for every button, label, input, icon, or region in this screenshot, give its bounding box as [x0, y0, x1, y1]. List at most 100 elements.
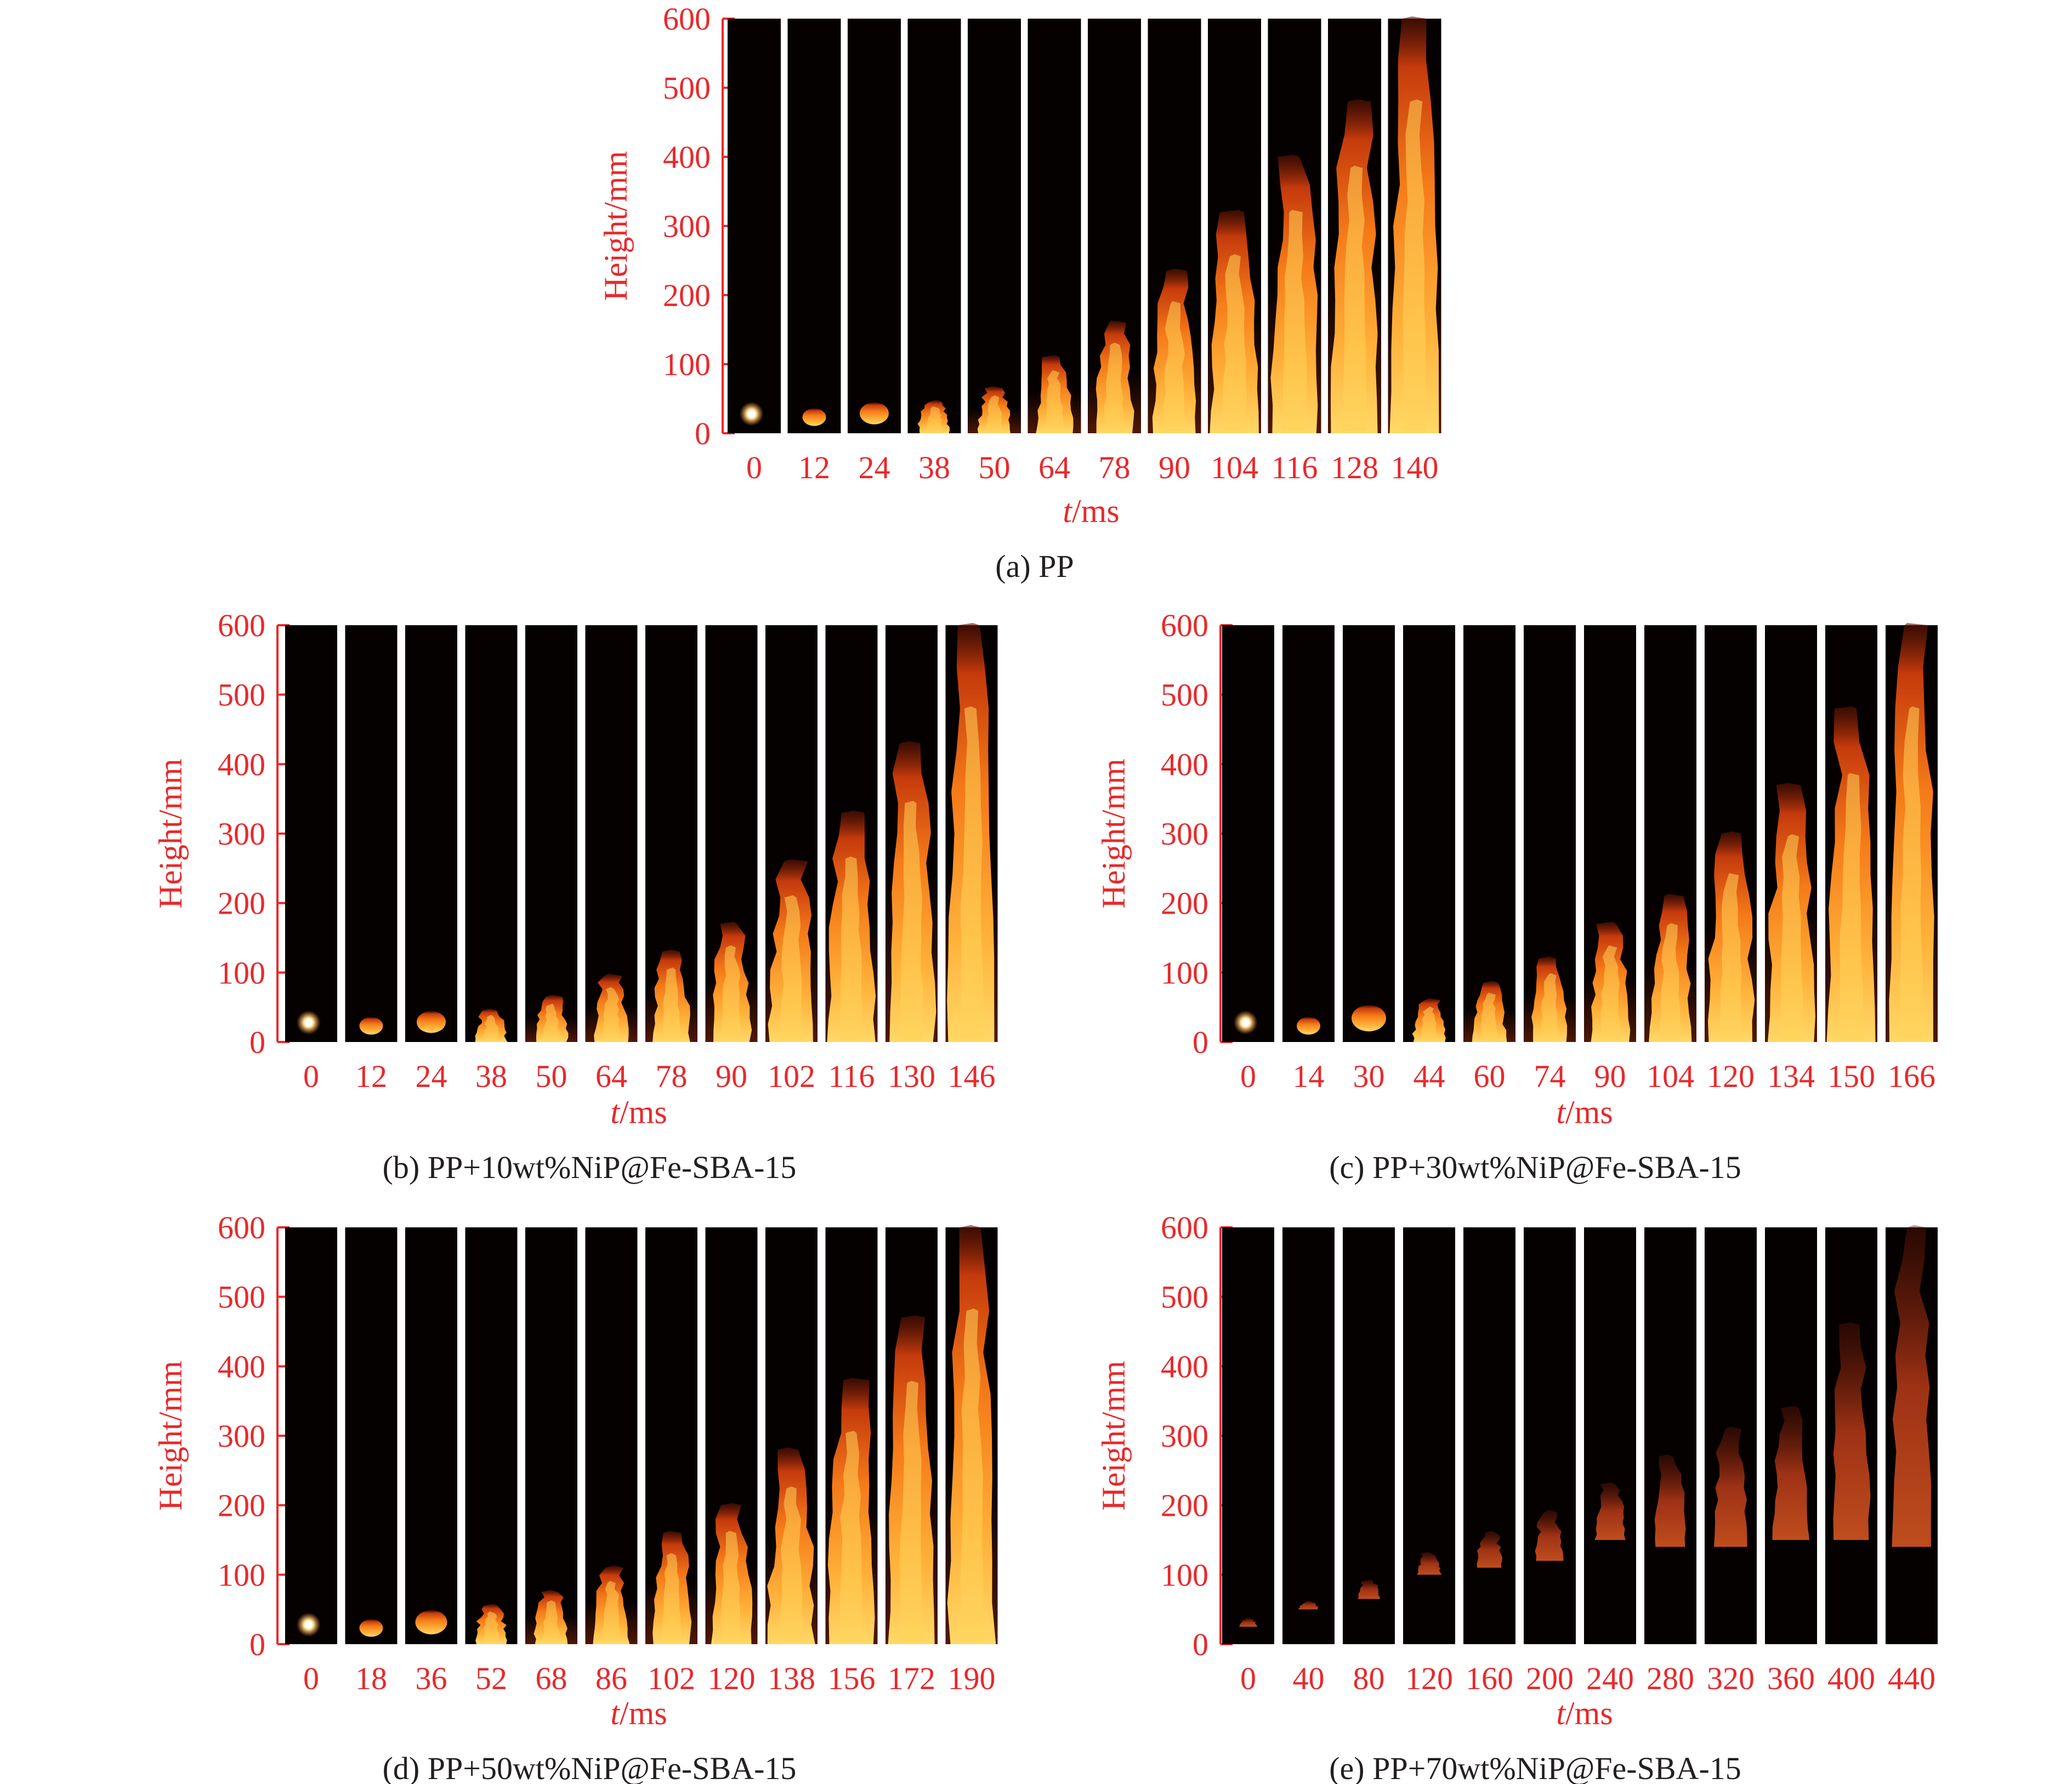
flame-core — [1540, 973, 1559, 1040]
y-tick-label: 0 — [695, 416, 711, 451]
x-tick-label: 24 — [859, 450, 890, 485]
y-tick-label: 400 — [1161, 1349, 1208, 1384]
flame — [860, 402, 889, 424]
flame-frame — [1403, 1227, 1455, 1644]
x-tick-label: 134 — [1767, 1058, 1815, 1094]
x-tick-label: 78 — [1099, 450, 1131, 485]
y-tick-label: 200 — [1161, 886, 1208, 921]
flame-frame — [885, 1227, 938, 1644]
flame-core — [663, 967, 681, 1040]
flame-core — [662, 1553, 682, 1642]
x-tick-label: 86 — [595, 1661, 627, 1696]
panel-a-x-ticks: 0 12 24 38 50 64 78 90 104 116 128 140 — [746, 450, 1439, 485]
flame-frame — [765, 1227, 818, 1644]
flame-frame — [705, 625, 758, 1042]
flame — [1892, 1225, 1932, 1547]
flame-core — [839, 1430, 864, 1642]
x-tick-label: 40 — [1293, 1661, 1325, 1696]
y-tick-label: 200 — [1161, 1488, 1208, 1524]
flame-core — [483, 1015, 499, 1040]
y-tick-label: 300 — [218, 816, 265, 852]
panel-b-y-axis: 0 100 200 300 400 500 600 Height/mm — [152, 608, 289, 1060]
flame — [415, 1610, 447, 1635]
panel-c-x-label: t/ms — [1556, 1094, 1613, 1130]
y-tick-label: 200 — [663, 277, 711, 313]
x-tick-label: 24 — [416, 1058, 447, 1094]
x-tick-label: 12 — [798, 450, 830, 485]
flame — [1713, 1426, 1747, 1547]
flame-frame — [1268, 19, 1321, 433]
panel-a-caption: (a) PP — [995, 548, 1074, 584]
flame-core — [899, 1380, 923, 1642]
flame-frame — [1886, 1225, 1938, 1644]
frame-background — [345, 625, 398, 1042]
y-tick-label: 0 — [249, 1627, 265, 1662]
x-tick-label: 0 — [746, 450, 762, 485]
x-tick-label: 18 — [355, 1661, 387, 1696]
flame-core — [1421, 1006, 1438, 1040]
frame-background — [405, 625, 457, 1042]
panel-e: 0 100 200 300 400 500 600 Height/mm 0 40 80 120 160… — [1095, 1210, 1938, 1784]
flame-frame — [345, 625, 398, 1042]
x-tick-label: 150 — [1827, 1058, 1875, 1094]
flame — [1239, 1617, 1258, 1627]
panel-d-caption: (d) PP+50wt%NiP@Fe-SBA-15 — [383, 1751, 797, 1784]
flame-core — [1600, 945, 1621, 1040]
flame-frame — [1222, 1227, 1274, 1644]
y-tick-label: 200 — [218, 1488, 265, 1524]
panel-a: 0 100 200 300 400 500 600 Height/mm 0 12 24 38 50 64… — [598, 1, 1441, 584]
flame-core — [602, 987, 620, 1040]
flame — [1352, 1005, 1386, 1032]
panel-e-y-axis: 0 100 200 300 400 500 600 Height/mm — [1095, 1210, 1233, 1662]
flame-frame — [1463, 1227, 1515, 1644]
panel-c-caption: (c) PP+30wt%NiP@Fe-SBA-15 — [1329, 1149, 1741, 1185]
x-tick-label: 80 — [1353, 1661, 1385, 1696]
flame-core — [780, 895, 803, 1040]
frame-background — [1524, 1227, 1576, 1644]
x-tick-label: 90 — [1159, 450, 1190, 485]
flame-frame — [1705, 1227, 1757, 1644]
panel-d-x-ticks: 0 18 36 52 68 86 102 120 138 156 172 190 — [303, 1661, 996, 1696]
flame-frame — [345, 1227, 398, 1644]
x-tick-label: 50 — [979, 450, 1011, 485]
x-tick-label: 116 — [828, 1058, 875, 1094]
flame-frame — [1343, 1227, 1395, 1644]
flame-core — [960, 1309, 984, 1642]
y-axis-label: Height/mm — [152, 1361, 189, 1510]
y-axis-label: Height/mm — [152, 758, 189, 908]
x-tick-label: 74 — [1534, 1058, 1566, 1094]
x-axis-label-unit: /ms — [1565, 1094, 1613, 1130]
x-tick-label: 52 — [475, 1661, 507, 1696]
frame-background — [848, 19, 901, 433]
panel-a-y-axis: 0 100 200 300 400 500 600 Height/mm — [598, 1, 735, 451]
flame-frame — [1148, 19, 1201, 433]
flame-frame — [585, 625, 638, 1042]
flame-frame — [1463, 625, 1515, 1042]
frame-background — [525, 625, 577, 1042]
x-tick-label: 116 — [1271, 450, 1318, 485]
x-tick-label: 156 — [828, 1661, 876, 1696]
flame-frame — [705, 1227, 758, 1644]
panel-d: 0 100 200 300 400 500 600 Height/mm 0 18 36 52 68 86… — [152, 1210, 998, 1784]
flame-frame — [945, 1225, 998, 1644]
flame-core — [483, 1611, 499, 1642]
x-tick-label: 320 — [1707, 1661, 1755, 1696]
frame-background — [1463, 625, 1515, 1042]
x-tick-label: 90 — [716, 1058, 747, 1094]
flame-frame — [465, 625, 518, 1042]
y-tick-label: 600 — [1161, 1210, 1208, 1245]
panel-e-x-ticks: 0 40 80 120 160 200 240 280 320 360 400 440 — [1240, 1661, 1935, 1696]
flame-core — [839, 856, 863, 1040]
x-tick-label: 64 — [595, 1058, 627, 1094]
x-tick-label: 78 — [656, 1058, 688, 1094]
flame-frame — [1208, 19, 1261, 433]
flame-frame — [1222, 625, 1274, 1042]
flame-frame — [1282, 625, 1335, 1042]
y-tick-label: 300 — [1161, 1418, 1208, 1454]
y-tick-label: 500 — [218, 1279, 265, 1315]
frame-background — [465, 625, 518, 1042]
x-tick-label: 360 — [1767, 1661, 1815, 1696]
frame-background — [345, 1227, 398, 1644]
flame-frame — [1765, 625, 1817, 1042]
y-tick-label: 600 — [218, 1210, 265, 1245]
